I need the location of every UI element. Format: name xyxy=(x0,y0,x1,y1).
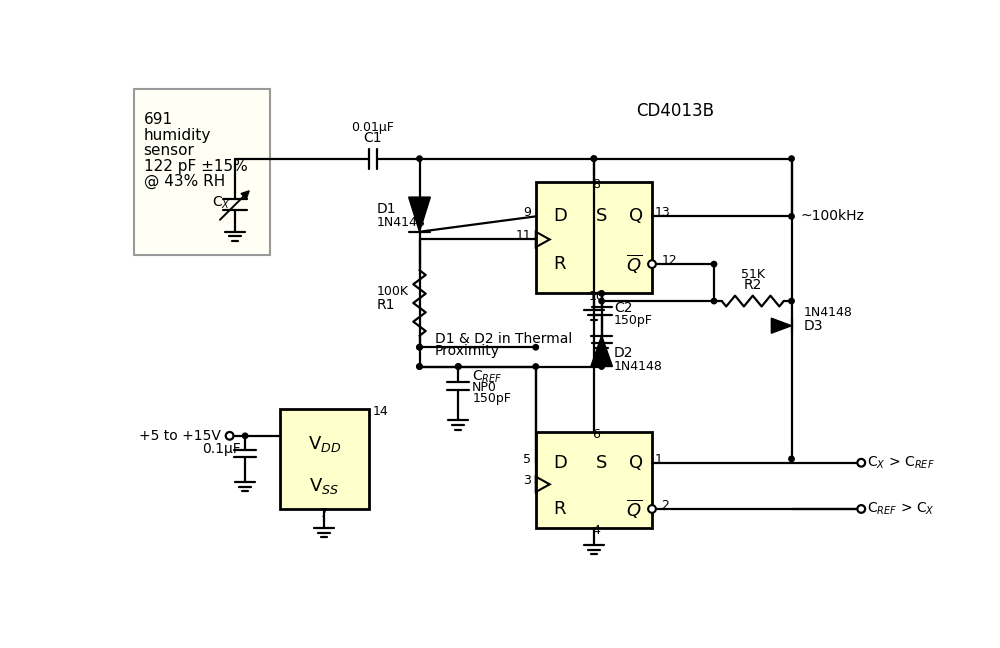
Circle shape xyxy=(857,505,865,513)
Text: C$_{REF}$ > C$_X$: C$_{REF}$ > C$_X$ xyxy=(867,501,935,517)
Text: 7: 7 xyxy=(320,507,328,520)
Text: D: D xyxy=(553,454,567,472)
Circle shape xyxy=(417,364,422,369)
Text: 150pF: 150pF xyxy=(472,392,511,405)
Polygon shape xyxy=(409,197,430,232)
Bar xyxy=(280,409,369,509)
Text: S: S xyxy=(596,454,608,472)
Text: 122 pF ±15%: 122 pF ±15% xyxy=(144,159,247,174)
Bar xyxy=(134,89,270,255)
Text: 5: 5 xyxy=(523,453,531,466)
Text: 4: 4 xyxy=(592,524,600,537)
Text: S: S xyxy=(596,207,608,226)
Circle shape xyxy=(789,456,794,461)
Text: 6: 6 xyxy=(592,428,600,441)
Circle shape xyxy=(789,298,794,304)
Circle shape xyxy=(533,364,538,369)
Circle shape xyxy=(591,156,597,161)
Text: 12: 12 xyxy=(661,254,677,267)
Text: 3: 3 xyxy=(523,474,531,487)
Text: 2: 2 xyxy=(661,499,669,512)
Text: R: R xyxy=(553,500,565,518)
Text: D: D xyxy=(553,207,567,226)
Text: R2: R2 xyxy=(744,278,762,292)
Text: C$_X$: C$_X$ xyxy=(212,195,230,211)
Text: 13: 13 xyxy=(655,206,671,220)
Text: 1N4148: 1N4148 xyxy=(804,307,853,319)
Circle shape xyxy=(711,261,717,267)
Text: CD4013B: CD4013B xyxy=(637,102,714,121)
Polygon shape xyxy=(591,336,612,367)
Text: 9: 9 xyxy=(523,206,531,220)
Text: C$_{REF}$: C$_{REF}$ xyxy=(472,368,503,385)
Text: R1: R1 xyxy=(377,298,395,312)
Text: NP0: NP0 xyxy=(472,381,497,394)
Text: $\overline{Q}$: $\overline{Q}$ xyxy=(626,498,642,520)
Text: R: R xyxy=(553,255,565,273)
Bar xyxy=(536,432,652,528)
Circle shape xyxy=(417,364,422,369)
Circle shape xyxy=(456,364,461,369)
Circle shape xyxy=(533,345,538,350)
Text: 14: 14 xyxy=(372,405,388,418)
Circle shape xyxy=(456,364,461,369)
Text: humidity: humidity xyxy=(144,128,211,143)
Text: Q: Q xyxy=(629,207,643,226)
Polygon shape xyxy=(771,318,792,333)
Text: Proximity: Proximity xyxy=(435,344,500,358)
Text: 0.1μF: 0.1μF xyxy=(202,442,241,456)
Text: $\overline{Q}$: $\overline{Q}$ xyxy=(626,253,642,275)
Circle shape xyxy=(711,298,717,304)
Text: 1: 1 xyxy=(655,453,663,466)
Circle shape xyxy=(857,459,865,467)
Text: V$_{DD}$: V$_{DD}$ xyxy=(308,434,341,454)
Circle shape xyxy=(599,298,604,304)
Circle shape xyxy=(789,214,794,219)
Text: ~100kHz: ~100kHz xyxy=(801,209,865,224)
Text: D3: D3 xyxy=(804,319,823,332)
Text: 10: 10 xyxy=(588,290,604,303)
Circle shape xyxy=(591,156,597,161)
Circle shape xyxy=(417,345,422,350)
Text: 51K: 51K xyxy=(741,268,765,281)
Text: D1 & D2 in Thermal: D1 & D2 in Thermal xyxy=(435,332,572,347)
Circle shape xyxy=(417,345,422,350)
Circle shape xyxy=(648,260,656,268)
Text: D2: D2 xyxy=(614,346,634,360)
Circle shape xyxy=(599,364,604,369)
Text: 0.01μF: 0.01μF xyxy=(352,121,394,134)
Text: +5 to +15V: +5 to +15V xyxy=(139,429,221,443)
Text: 691: 691 xyxy=(144,112,173,128)
Bar xyxy=(536,181,652,294)
Text: V$_{SS}$: V$_{SS}$ xyxy=(309,476,339,496)
Text: D1: D1 xyxy=(377,202,396,216)
Text: @ 43% RH: @ 43% RH xyxy=(144,174,225,189)
Text: C1: C1 xyxy=(364,131,382,145)
Text: sensor: sensor xyxy=(144,143,194,158)
Text: C$_X$ > C$_{REF}$: C$_X$ > C$_{REF}$ xyxy=(867,454,935,471)
Circle shape xyxy=(226,432,234,439)
Text: 1N4148: 1N4148 xyxy=(377,216,426,229)
Text: 1N4148: 1N4148 xyxy=(614,360,663,373)
Circle shape xyxy=(648,505,656,513)
Text: 11: 11 xyxy=(515,229,531,242)
Text: Q: Q xyxy=(629,454,643,472)
Circle shape xyxy=(789,156,794,161)
Circle shape xyxy=(599,291,604,296)
Text: C2: C2 xyxy=(614,301,633,315)
Text: 8: 8 xyxy=(592,178,600,191)
Text: 150pF: 150pF xyxy=(614,314,653,327)
Circle shape xyxy=(242,433,248,439)
Circle shape xyxy=(417,156,422,161)
Text: 100K: 100K xyxy=(377,285,409,298)
